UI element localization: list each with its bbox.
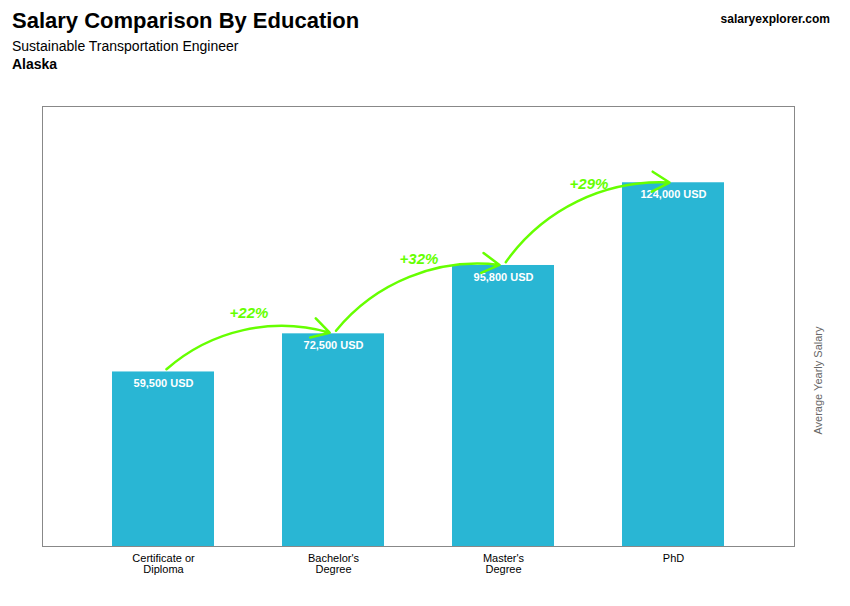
html-text:Sustainable Transportation Eng: Sustainable Transportation Engineer <box>12 38 239 54</box>
svg-text:+22%: +22% <box>230 304 269 321</box>
svg-text:+32%: +32% <box>400 250 439 267</box>
html-text:Alaska: Alaska <box>12 56 58 72</box>
svg-text:+29%: +29% <box>570 175 609 192</box>
svg-text:Average Yearly Salary: Average Yearly Salary <box>812 326 824 435</box>
svg-text:72,500 USD: 72,500 USD <box>304 339 364 351</box>
svg-text:Master'sDegree: Master'sDegree <box>483 552 525 575</box>
svg-text:124,000 USD: 124,000 USD <box>640 188 706 200</box>
html-text:salary explorer.com: salary explorer.com <box>720 12 830 26</box>
svg-text:59,500 USD: 59,500 USD <box>134 377 194 389</box>
svg-text:PhD: PhD <box>663 552 684 564</box>
html-text:Salary Comparison By Education: Salary Comparison By Education <box>12 8 360 33</box>
svg-text:Certificate orDiploma: Certificate orDiploma <box>132 552 195 575</box>
svg-text:95,800 USD: 95,800 USD <box>473 271 534 283</box>
svg-text:Bachelor'sDegree: Bachelor'sDegree <box>308 552 360 575</box>
